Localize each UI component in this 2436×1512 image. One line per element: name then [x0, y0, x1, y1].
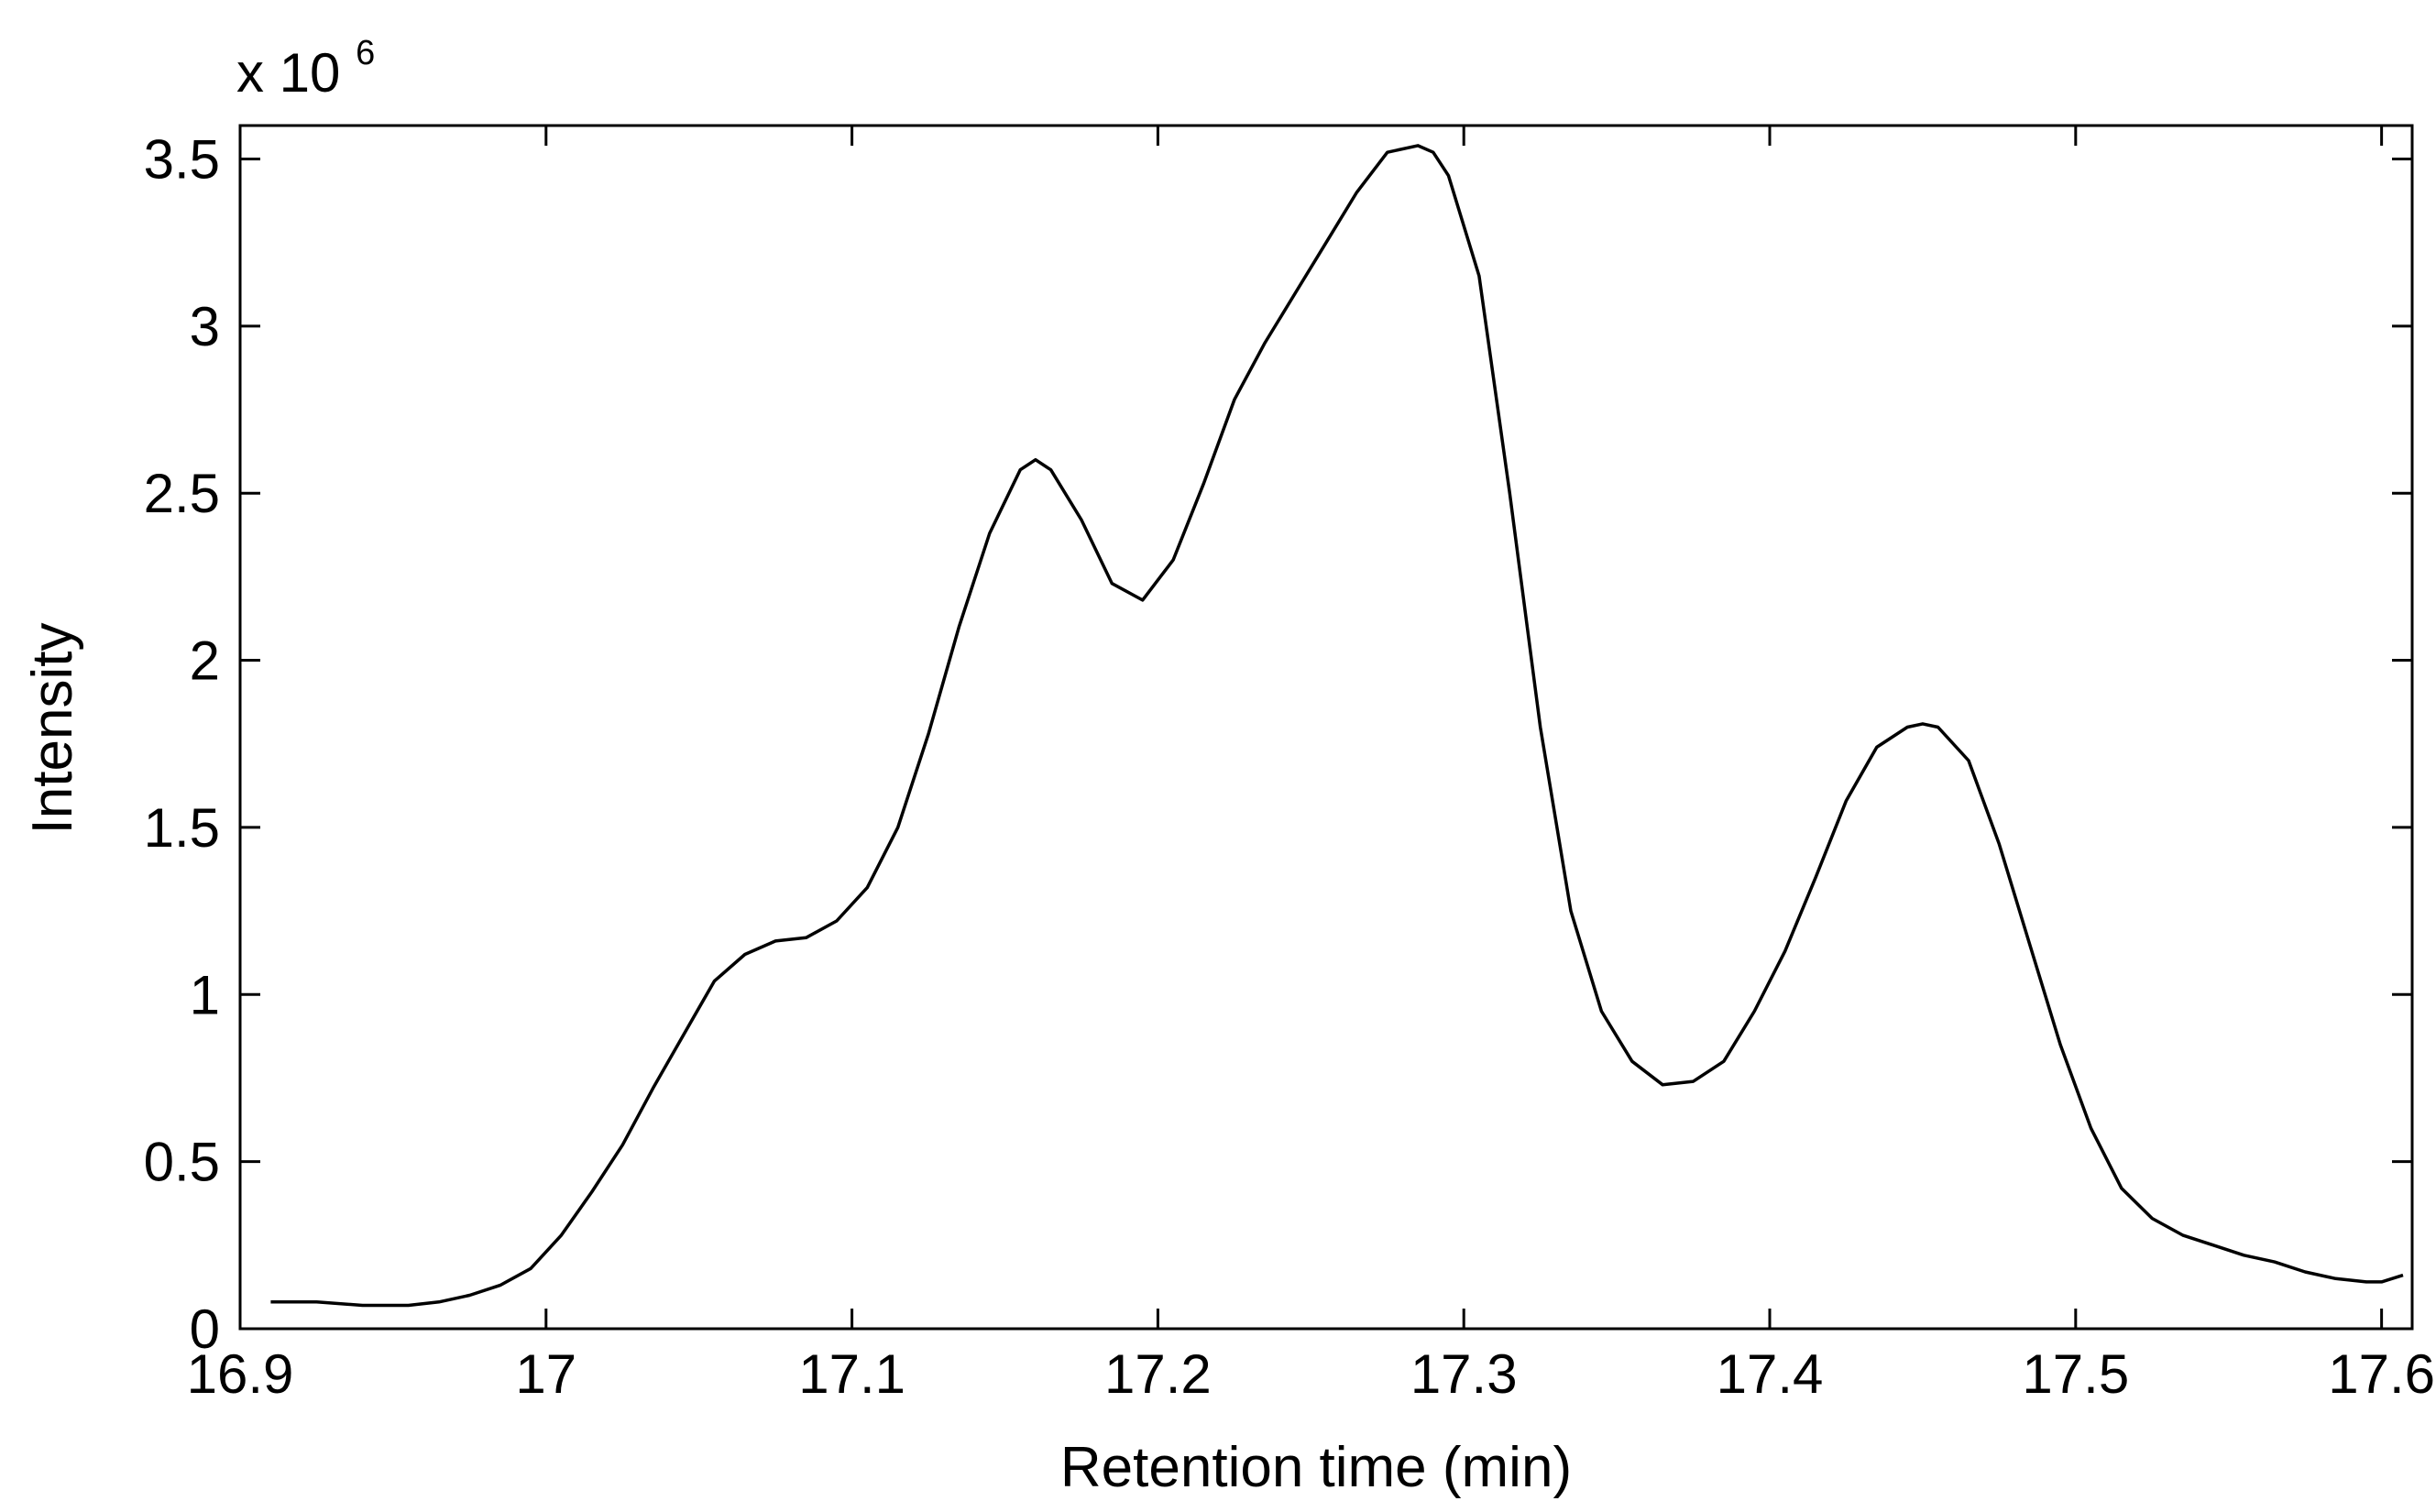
tick-labels: 16.9 17 17.1 17.2 17.3 17.4 17.5 17.6 0 0.5 1 1.5 2 2…	[144, 128, 2435, 1405]
x-tick-label-6: 17.5	[2022, 1343, 2129, 1405]
y-tick-label-7: 3.5	[144, 128, 220, 190]
x-tick-label-1: 17	[515, 1343, 576, 1405]
x-axis-label: Retention time (min)	[1060, 1436, 1572, 1499]
plot-frame	[238, 124, 2414, 1331]
x-tick-label-0: 16.9	[187, 1343, 294, 1405]
y-multiplier-label: x 10 6	[236, 34, 375, 104]
x-tick-label-2: 17.1	[798, 1343, 905, 1405]
y-tick-label-6: 3	[190, 296, 220, 357]
y-tick-label-3: 1.5	[144, 797, 220, 859]
y-axis-label: Intensity	[21, 623, 84, 835]
plot-area	[270, 144, 2404, 1308]
y-multiplier-prefix: x 10	[236, 42, 340, 104]
y-tick-label-1: 0.5	[144, 1132, 220, 1193]
x-tick-label-4: 17.3	[1410, 1343, 1518, 1405]
y-multiplier-exponent: 6	[356, 34, 375, 72]
y-tick-label-5: 2.5	[144, 463, 220, 524]
series-line-0	[270, 144, 2404, 1308]
y-tick-label-4: 2	[190, 630, 220, 692]
x-tick-label-7: 17.6	[2328, 1343, 2435, 1405]
x-tick-label-3: 17.2	[1104, 1343, 1212, 1405]
y-tick-label-0: 0	[190, 1298, 220, 1360]
y-tick-label-2: 1	[190, 964, 220, 1025]
x-tick-label-5: 17.4	[1717, 1343, 1824, 1405]
